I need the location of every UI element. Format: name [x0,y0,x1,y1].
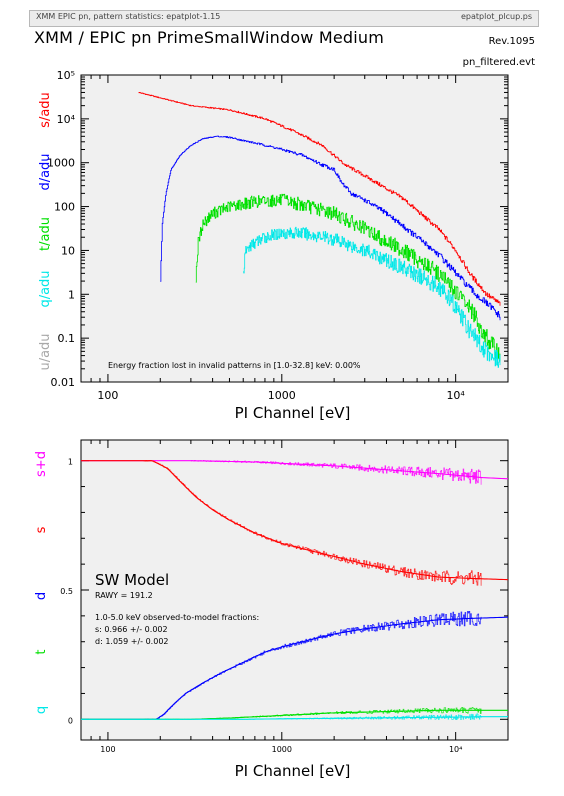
filename-label: pn_filtered.evt [462,57,535,68]
y-axis-label-d-adu: d/adu [38,153,53,190]
y-axis-label-d: d [34,592,49,600]
y-axis-label-s-adu: s/adu [38,92,53,128]
y-tick-label: 100 [54,201,75,214]
energy-fraction-annotation: Energy fraction lost in invalid patterns… [108,361,361,370]
x-tick-label: 100 [97,389,118,402]
x-axis-label: PI Channel [eV] [235,404,351,422]
x-tick-label: 100 [100,745,115,754]
series-q-adu [243,226,501,368]
plot-area [80,439,509,741]
y-tick-label: 0 [68,716,73,725]
pattern-spectrum-chart: 100 1000 10⁴ 0.01 0.1 1 10 100 1000 10⁴ 10⁵ PI Chan… [38,69,509,422]
series-s-adu [138,92,501,306]
legend-title: SW Model [95,571,169,589]
header-left-text: XMM EPIC pn, pattern statistics: epatplo… [36,12,221,21]
revision-label: Rev.1095 [488,36,535,47]
y-tick-label: 0.5 [60,587,73,596]
y-axis-label-q: q [34,706,49,714]
legend-fractions-title: 1.0-5.0 keV observed-to-model fractions: [95,613,259,622]
legend-d-fraction: d: 1.059 +/- 0.002 [95,637,169,646]
x-tick-label: 1000 [268,389,296,402]
y-tick-label: 1000 [47,157,75,170]
y-tick-label: 1 [68,458,73,467]
x-tick-label: 10⁴ [449,745,462,754]
series-t-adu [195,193,501,362]
plot-area [80,74,509,383]
y-tick-label: 0.01 [51,376,76,389]
model-q [81,716,508,720]
model-s [81,460,509,581]
y-tick-label: 0.1 [58,332,76,345]
y-axis-label-s: s [34,526,49,533]
legend-s-fraction: s: 0.966 +/- 0.002 [95,625,168,634]
page-title: XMM / EPIC pn PrimeSmallWindow Medium [34,28,385,47]
y-axis-label-q-adu: q/adu [38,270,53,307]
y-tick-label: 1 [68,288,75,301]
y-tick-label: 10⁴ [57,113,76,126]
y-axis-label-t-adu: t/adu [38,217,53,251]
y-tick-label: 10 [61,244,75,257]
x-tick-label: 10⁴ [446,389,465,402]
x-axis-label: PI Channel [eV] [235,762,351,780]
series-d-adu [160,135,501,321]
y-axis-label-t: t [34,649,49,654]
y-axis-label-u-adu: u/adu [38,333,53,370]
header-bar: XMM EPIC pn, pattern statistics: epatplo… [29,10,539,27]
y-axis-label-splusd: s+d [34,451,49,477]
x-tick-label: 1000 [272,745,292,754]
legend-rawy: RAWY = 191.2 [95,591,153,600]
y-tick-label: 10⁵ [57,69,75,82]
header-right-text: epatplot_plcup.ps [460,12,532,21]
